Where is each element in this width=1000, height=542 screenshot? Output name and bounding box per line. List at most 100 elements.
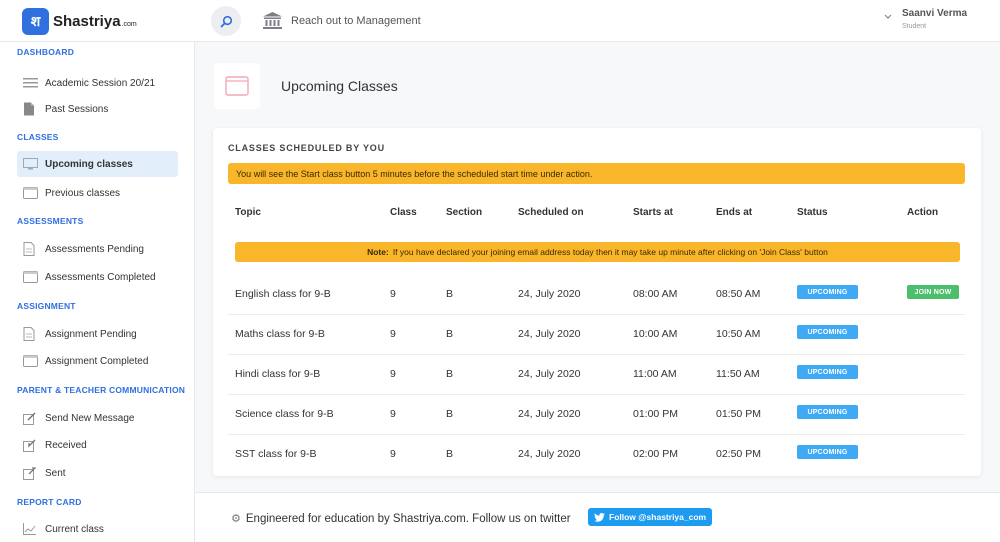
column-header-topic: Topic [235, 207, 261, 218]
sidebar-item-label: Past Sessions [45, 103, 109, 115]
cell-date: 24, July 2020 [518, 328, 581, 340]
cell-class: 9 [390, 408, 396, 420]
user-name: Saanvi Verma [902, 8, 968, 19]
sidebar-item-academic-session[interactable]: Academic Session 20/21 [17, 70, 178, 96]
cell-topic: SST class for 9-B [235, 448, 317, 460]
cell-date: 24, July 2020 [518, 288, 581, 300]
table-row: English class for 9-B 9 B 24, July 2020 … [228, 275, 965, 315]
twitter-follow-label: Follow @shastriya_com [609, 512, 707, 522]
sidebar-item-label: Assessments Completed [45, 271, 156, 283]
sidebar-section-classes: CLASSES [17, 132, 59, 142]
cell-topic: Maths class for 9-B [235, 328, 325, 340]
document-icon [23, 242, 35, 256]
cell-section: B [446, 288, 454, 300]
gear-icon: ⚙ [231, 513, 241, 525]
sidebar-section-communication: PARENT & TEACHER COMMUNICATION [17, 385, 186, 395]
window-icon [23, 355, 38, 367]
user-menu[interactable]: Saanvi Verma Student [884, 8, 967, 30]
join-now-button[interactable]: JOIN NOW [907, 285, 959, 299]
cell-end: 11:50 AM [716, 368, 760, 380]
cell-section: B [446, 408, 454, 420]
cell-class: 9 [390, 448, 396, 460]
sidebar-item-label: Send New Message [45, 412, 135, 424]
edit-icon [23, 411, 36, 425]
cell-date: 24, July 2020 [518, 408, 581, 420]
sidebar-section-dashboard: DASHBOARD [17, 47, 75, 57]
sidebar-item-label: Assignment Completed [45, 355, 149, 367]
cell-end: 02:50 PM [716, 448, 761, 460]
page-header-icon [214, 63, 260, 109]
cell-section: B [446, 328, 454, 340]
sidebar-item-assignment-completed[interactable]: Assignment Completed [17, 348, 178, 374]
column-header-starts-at: Starts at [633, 207, 674, 218]
user-role: Student [902, 23, 927, 30]
table-row: Maths class for 9-B 9 B 24, July 2020 10… [228, 315, 965, 355]
cell-end: 08:50 AM [716, 288, 761, 300]
status-badge: UPCOMING [797, 365, 858, 379]
cell-class: 9 [390, 288, 396, 300]
bank-icon [263, 12, 282, 29]
sidebar-item-upcoming-classes[interactable]: Upcoming classes [17, 151, 178, 177]
brand-name: Shastriya [53, 13, 121, 30]
cell-start: 10:00 AM [633, 328, 678, 340]
sidebar-item-assessments-pending[interactable]: Assessments Pending [17, 236, 178, 262]
window-icon [225, 76, 249, 96]
sidebar-item-label: Sent [45, 467, 66, 479]
send-icon [23, 466, 36, 480]
list-icon [23, 78, 38, 88]
table-row: SST class for 9-B 9 B 24, July 2020 02:0… [228, 435, 965, 475]
table-row: Hindi class for 9-B 9 B 24, July 2020 11… [228, 355, 965, 395]
brand-tld: .com [121, 21, 137, 28]
sidebar: DASHBOARD Academic Session 20/21 Past Se… [0, 42, 195, 542]
sidebar-section-assessments: ASSESSMENTS [17, 216, 84, 226]
note-text: If you have declared your joining email … [392, 247, 828, 257]
cell-topic: Science class for 9-B [235, 408, 334, 420]
reach-management-link[interactable]: Reach out to Management [262, 11, 421, 30]
status-badge: UPCOMING [797, 405, 858, 419]
sidebar-item-received[interactable]: Received [17, 432, 178, 458]
sidebar-item-label: Current class [45, 523, 104, 535]
sidebar-item-assignment-pending[interactable]: Assignment Pending [17, 321, 178, 347]
sidebar-item-label: Upcoming classes [45, 158, 133, 170]
cell-start: 02:00 PM [633, 448, 678, 460]
classes-card: CLASSES SCHEDULED BY YOU You will see th… [213, 128, 981, 476]
sidebar-item-assessments-completed[interactable]: Assessments Completed [17, 264, 178, 290]
cell-start: 01:00 PM [633, 408, 678, 420]
sidebar-item-label: Assessments Pending [45, 243, 144, 255]
sidebar-item-label: Received [45, 439, 87, 451]
chart-icon [23, 523, 36, 535]
note-label: Note: [367, 247, 389, 257]
search-icon [220, 15, 232, 27]
column-header-action: Action [907, 207, 939, 218]
status-badge: UPCOMING [797, 445, 858, 459]
column-header-ends-at: Ends at [716, 207, 753, 218]
cell-date: 24, July 2020 [518, 448, 581, 460]
column-header-status: Status [797, 207, 828, 218]
cell-class: 9 [390, 368, 396, 380]
search-button[interactable] [211, 6, 241, 36]
sidebar-item-sent[interactable]: Sent [17, 460, 178, 486]
twitter-follow-button[interactable]: Follow @shastriya_com [588, 508, 712, 526]
column-header-section: Section [446, 207, 483, 218]
sidebar-item-send-new-message[interactable]: Send New Message [17, 405, 178, 431]
logo-mark: श [22, 8, 49, 35]
sidebar-item-label: Previous classes [45, 187, 121, 199]
brand-logo[interactable]: श Shastriya.com [22, 8, 137, 35]
window-icon [23, 187, 38, 199]
cell-section: B [446, 368, 454, 380]
sidebar-section-report-card: REPORT CARD [17, 497, 82, 507]
cell-section: B [446, 448, 454, 460]
sidebar-item-label: Assignment Pending [45, 328, 137, 340]
cell-start: 11:00 AM [633, 368, 677, 380]
cell-topic: English class for 9-B [235, 288, 331, 300]
cell-topic: Hindi class for 9-B [235, 368, 321, 380]
document-icon [23, 327, 35, 341]
sidebar-item-previous-classes[interactable]: Previous classes [17, 180, 178, 206]
monitor-icon [23, 158, 38, 170]
cell-date: 24, July 2020 [518, 368, 581, 380]
twitter-icon [594, 512, 605, 522]
card-title: CLASSES SCHEDULED BY YOU [228, 143, 385, 153]
join-note: Note: If you have declared your joining … [235, 242, 960, 262]
sidebar-item-past-sessions[interactable]: Past Sessions [17, 96, 178, 122]
sidebar-item-current-class[interactable]: Current class [17, 516, 178, 542]
